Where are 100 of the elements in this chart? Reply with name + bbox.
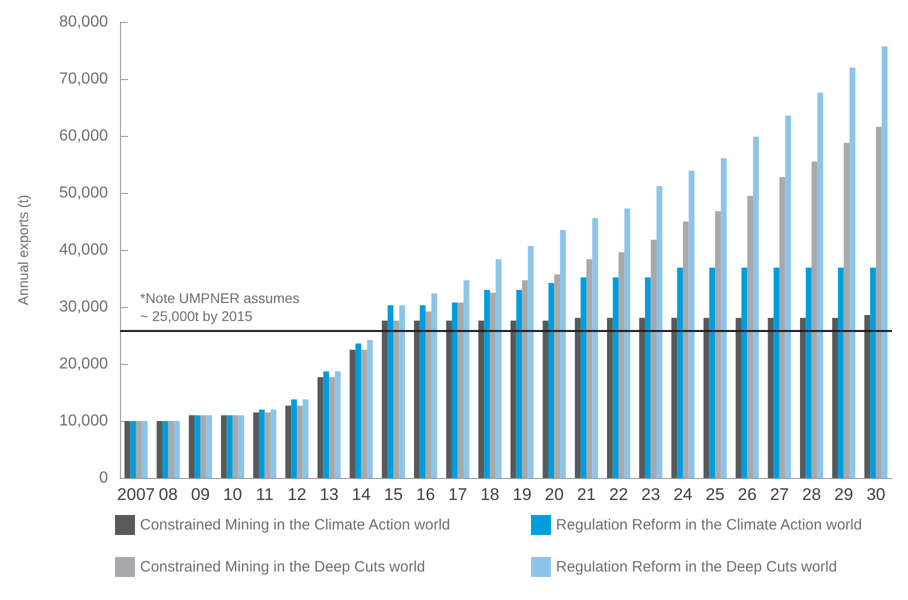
x-tick-label: 2007 [117, 485, 155, 504]
x-tick-label: 26 [738, 485, 757, 504]
bar [130, 421, 136, 478]
x-tick-label: 11 [256, 485, 274, 504]
x-tick-label: 21 [576, 485, 596, 504]
bar [806, 268, 812, 478]
legend-label: Regulation Reform in the Climate Action world [556, 516, 862, 534]
bar [136, 421, 142, 478]
y-tick-label: 70,000 [59, 70, 108, 88]
bar [882, 46, 888, 478]
bar [671, 318, 678, 478]
bar [607, 318, 613, 478]
x-tick-label: 18 [480, 485, 500, 504]
y-tick-label: 50,000 [59, 184, 108, 202]
bar [355, 343, 362, 478]
bar [779, 177, 786, 478]
y-tick-label: 10,000 [59, 412, 108, 430]
legend-label: Constrained Mining in the Climate Action world [140, 516, 450, 534]
bar [174, 421, 180, 478]
x-tick-label: 19 [512, 485, 532, 504]
bar [264, 412, 271, 478]
bar [156, 421, 162, 478]
x-tick-label: 08 [158, 485, 178, 504]
bar [720, 158, 727, 478]
bar [270, 410, 276, 478]
bar [296, 406, 303, 478]
x-tick-label: 28 [802, 485, 822, 504]
bar [334, 371, 341, 478]
bar [478, 320, 484, 478]
bar [580, 277, 586, 478]
bar [188, 415, 195, 478]
bar [644, 277, 651, 478]
x-tick-label: 20 [544, 485, 564, 504]
x-tick-label: 12 [287, 485, 306, 504]
x-tick-label: 15 [384, 485, 403, 504]
y-tick-label: 60,000 [59, 128, 108, 144]
x-tick-label: 27 [770, 485, 789, 504]
bar [741, 268, 748, 478]
bar [753, 136, 759, 478]
bar [650, 240, 657, 478]
bar [458, 302, 464, 478]
bar [323, 371, 330, 478]
bar [388, 305, 394, 478]
bar [399, 305, 405, 478]
bar [560, 230, 566, 478]
bar [876, 126, 882, 478]
ref-line-label: *Note UMPNER assumes ~ 25,000t by 2015 [140, 290, 300, 324]
bar [420, 305, 426, 478]
bar [850, 68, 856, 478]
bar [496, 259, 502, 478]
y-tick-label: 80,000 [59, 14, 108, 30]
x-tick-label: 29 [834, 485, 854, 504]
bar [682, 222, 689, 478]
bar [329, 377, 335, 478]
bar [618, 252, 624, 478]
bar [800, 318, 806, 478]
bar [768, 318, 774, 478]
bar [639, 318, 645, 478]
bar [677, 268, 683, 478]
bar [162, 421, 168, 478]
bar [194, 415, 200, 478]
bar [870, 268, 876, 478]
bar [704, 318, 710, 478]
bar [812, 162, 818, 478]
bar [490, 292, 496, 478]
bar [528, 246, 534, 478]
x-tick-label: 16 [416, 485, 436, 504]
y-tick-label: 40,000 [59, 242, 108, 258]
bar [542, 320, 548, 478]
bar [200, 415, 206, 478]
bar [285, 406, 292, 478]
bar [318, 377, 324, 478]
bar [367, 340, 373, 478]
bar [586, 259, 592, 478]
bar [864, 314, 870, 478]
bar [612, 277, 619, 478]
bar [838, 268, 844, 478]
x-tick-label: 14 [352, 485, 371, 504]
bar [747, 196, 754, 478]
bar [258, 410, 265, 478]
bar [554, 274, 560, 478]
bar [464, 280, 470, 478]
bar [688, 170, 694, 478]
bar [393, 320, 400, 478]
bar [484, 290, 490, 478]
bar [709, 268, 716, 478]
x-tick-label: 17 [448, 485, 468, 504]
x-tick-label: 10 [223, 485, 242, 504]
bar [574, 318, 581, 478]
bar [522, 280, 528, 478]
bar [516, 290, 522, 478]
bar [226, 415, 233, 478]
x-tick-label: 22 [609, 485, 628, 504]
bar [431, 293, 438, 478]
bar [221, 415, 227, 478]
bar [206, 415, 212, 478]
bar [844, 142, 850, 478]
bar [736, 318, 742, 478]
bar [548, 283, 554, 478]
bar [291, 399, 297, 478]
